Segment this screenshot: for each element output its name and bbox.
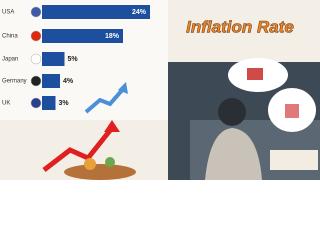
papers <box>270 150 318 170</box>
red-arrow <box>42 126 114 172</box>
food <box>105 157 115 167</box>
value-label: 5% <box>68 56 79 63</box>
category-label: Germany <box>2 79 27 85</box>
chart-panel <box>0 0 168 120</box>
flag <box>30 97 42 109</box>
category-label: USA <box>2 10 14 16</box>
value-label: 24% <box>132 9 147 16</box>
red-arrow-head <box>104 120 120 132</box>
flag <box>30 30 42 42</box>
thumbnail: Inflation Rate USA 24% China 18% Japan 5% Germ… <box>0 0 320 180</box>
value-label: 18% <box>105 33 120 40</box>
blue-arrow <box>84 86 126 114</box>
bar <box>42 74 60 88</box>
flag <box>30 75 42 87</box>
bar <box>42 29 123 43</box>
blue-arrow-head <box>118 82 128 94</box>
head <box>218 98 246 126</box>
category-label: China <box>2 34 18 40</box>
value-label: 4% <box>63 78 74 85</box>
food <box>84 158 96 170</box>
bar <box>42 96 56 110</box>
value-label: 3% <box>59 100 70 107</box>
icon <box>285 104 299 118</box>
bar <box>42 5 150 19</box>
flag <box>30 53 42 65</box>
flag <box>30 6 42 18</box>
category-label: UK <box>2 101 10 107</box>
bar <box>42 52 65 66</box>
food-pile <box>64 164 136 180</box>
body <box>205 128 262 180</box>
icon <box>247 68 263 80</box>
chart-title: Inflation Rate <box>186 17 294 36</box>
category-label: Japan <box>2 57 18 63</box>
